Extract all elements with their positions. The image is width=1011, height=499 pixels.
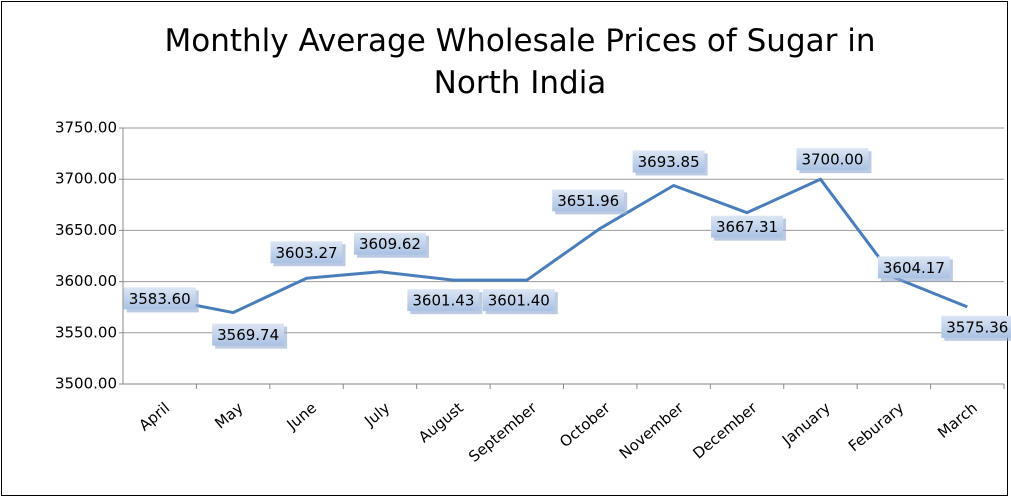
data-label: 3609.62 bbox=[353, 232, 429, 258]
data-label-box bbox=[711, 215, 784, 238]
y-tick-label: 3500.00 bbox=[55, 375, 117, 393]
data-label-text: 3601.43 bbox=[412, 292, 474, 310]
data-label: 3604.17 bbox=[877, 256, 953, 282]
data-label-box bbox=[941, 315, 1011, 338]
x-tick-label: April bbox=[135, 399, 173, 435]
x-tick-label: June bbox=[283, 399, 320, 434]
x-tick-label: July bbox=[360, 399, 393, 431]
x-tick-label: Feburary bbox=[845, 399, 908, 456]
x-tick-label: March bbox=[934, 399, 981, 442]
data-label: 3667.31 bbox=[711, 215, 787, 241]
data-label: 3651.96 bbox=[552, 189, 628, 215]
data-label-text: 3693.85 bbox=[638, 153, 700, 171]
data-label-text: 3604.17 bbox=[883, 259, 945, 277]
data-label: 3583.60 bbox=[123, 287, 199, 313]
x-tick-label: August bbox=[415, 399, 467, 447]
data-label-box bbox=[212, 323, 285, 346]
y-tick-label: 3650.00 bbox=[55, 221, 117, 239]
x-tick-label: October bbox=[556, 398, 614, 451]
data-label-box bbox=[632, 150, 705, 173]
data-label-text: 3569.74 bbox=[217, 326, 279, 344]
data-label: 3575.36 bbox=[941, 315, 1011, 341]
x-tick-label: December bbox=[689, 398, 761, 462]
series-line bbox=[159, 177, 968, 315]
data-label: 3603.27 bbox=[270, 241, 346, 267]
data-label-box bbox=[353, 232, 426, 255]
y-tick-label: 3700.00 bbox=[55, 170, 117, 188]
data-label-box bbox=[552, 189, 625, 212]
data-label: 3700.00 bbox=[796, 148, 872, 174]
y-tick-label: 3550.00 bbox=[55, 323, 117, 341]
data-label-text: 3583.60 bbox=[129, 290, 191, 308]
data-label-text: 3601.40 bbox=[488, 292, 550, 310]
data-label-text: 3609.62 bbox=[359, 235, 421, 253]
x-tick-label: January bbox=[778, 399, 834, 450]
data-label: 3601.40 bbox=[482, 289, 558, 315]
y-tick-label: 3600.00 bbox=[55, 272, 117, 290]
x-tick-label: May bbox=[211, 399, 246, 433]
data-label: 3601.43 bbox=[407, 289, 483, 315]
x-tick-label: November bbox=[616, 398, 688, 462]
chart-title: Monthly Average Wholesale Prices of Suga… bbox=[164, 23, 876, 101]
data-label-text: 3651.96 bbox=[557, 192, 619, 210]
data-label-box bbox=[877, 256, 950, 279]
data-label: 3693.85 bbox=[632, 150, 708, 176]
data-label-text: 3700.00 bbox=[801, 151, 863, 169]
data-label-box bbox=[270, 241, 343, 264]
x-tick-label: September bbox=[465, 398, 541, 466]
data-label: 3569.74 bbox=[212, 323, 288, 349]
data-label-box bbox=[482, 289, 555, 312]
y-tick-label: 3750.00 bbox=[55, 119, 117, 137]
data-label-box bbox=[407, 289, 480, 312]
data-label-box bbox=[123, 287, 196, 310]
data-label-text: 3575.36 bbox=[946, 318, 1008, 336]
data-label-box bbox=[796, 148, 869, 171]
data-label-text: 3667.31 bbox=[716, 218, 778, 236]
data-label-text: 3603.27 bbox=[276, 244, 338, 262]
